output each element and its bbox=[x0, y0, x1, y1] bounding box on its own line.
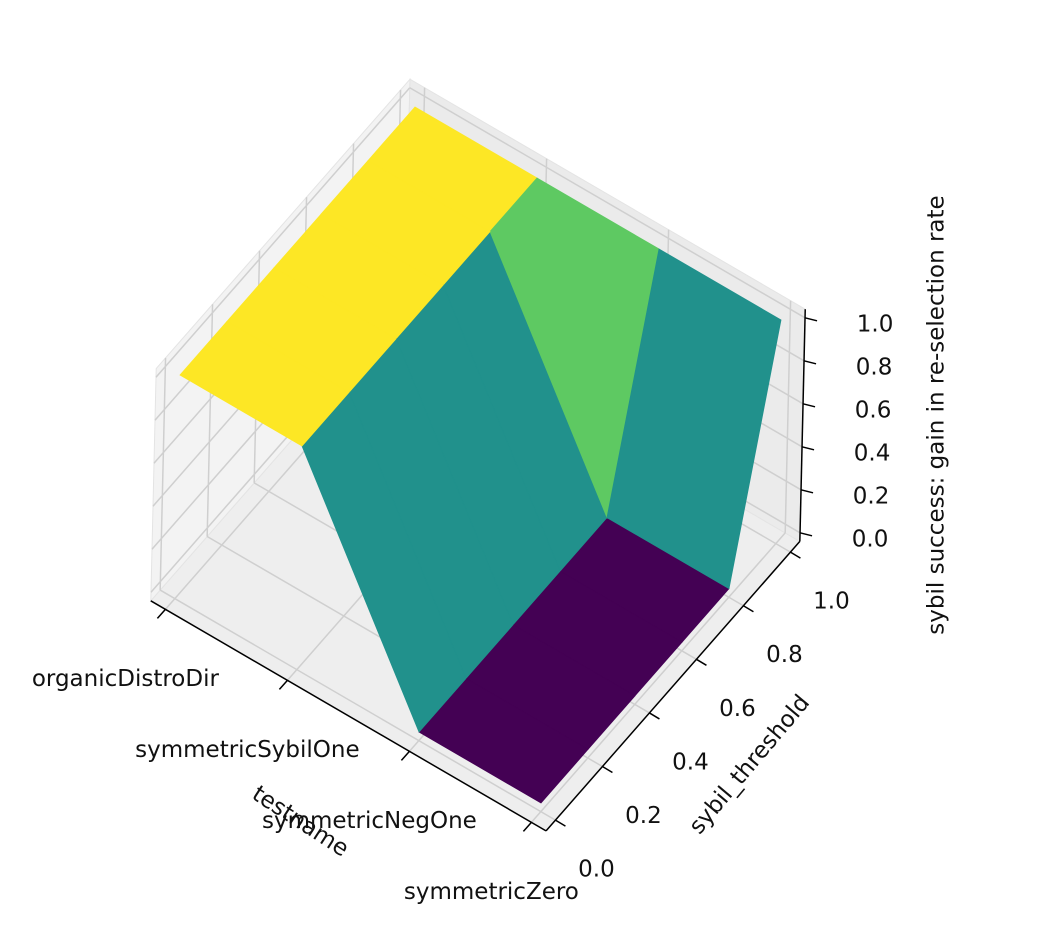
axes: organicDistroDir symmetricSybilOne symmetr… bbox=[32, 309, 893, 905]
y-tick-label: 0.2 bbox=[625, 803, 662, 829]
y-axis-line bbox=[545, 540, 801, 832]
x-tick-label: symmetricSybilOne bbox=[135, 737, 360, 763]
z-tick-label: 0.8 bbox=[856, 354, 893, 380]
grid-line bbox=[530, 532, 786, 823]
grid-line bbox=[159, 357, 167, 591]
z-tick-label: 0.4 bbox=[854, 440, 891, 466]
y-tick-label: 0.0 bbox=[578, 857, 615, 883]
surface-face bbox=[179, 320, 350, 447]
y-tick-label: 0.4 bbox=[672, 749, 709, 775]
y-tick bbox=[555, 819, 566, 827]
z-tick-label: 0.6 bbox=[855, 397, 892, 423]
y-tick-label: 0.8 bbox=[766, 642, 803, 668]
z-axis-label: sybil success: gain in re-selection rate bbox=[924, 195, 950, 634]
z-tick bbox=[804, 317, 818, 322]
z-tick-label: 0.2 bbox=[853, 483, 890, 509]
y-tick bbox=[649, 712, 660, 720]
z-tick bbox=[801, 446, 815, 451]
surface bbox=[179, 106, 782, 804]
x-tick-label: symmetricZero bbox=[404, 879, 579, 905]
grid-line bbox=[159, 589, 556, 821]
x-tick bbox=[156, 608, 166, 619]
z-tick bbox=[803, 360, 817, 365]
y-tick-label: 0.6 bbox=[719, 696, 756, 722]
z-tick bbox=[802, 403, 816, 408]
x-tick bbox=[522, 821, 532, 832]
x-axis-line bbox=[150, 600, 547, 832]
grid-line bbox=[155, 87, 411, 378]
z-tick bbox=[800, 489, 814, 494]
z-tick-label: 0.0 bbox=[852, 526, 889, 552]
x-tick-label: symmetricNegOne bbox=[262, 808, 477, 834]
z-tick-label: 1.0 bbox=[857, 311, 894, 337]
x-tick bbox=[400, 750, 410, 761]
x-tick-label: organicDistroDir bbox=[32, 666, 220, 692]
y-tick bbox=[743, 605, 754, 613]
z-axis-line bbox=[799, 309, 806, 542]
grid-line bbox=[784, 300, 792, 533]
x-tick bbox=[278, 679, 288, 690]
y-tick bbox=[790, 551, 801, 559]
surface-face bbox=[606, 248, 782, 590]
y-tick bbox=[602, 765, 613, 774]
y-tick-label: 1.0 bbox=[813, 589, 850, 615]
z-tick bbox=[799, 532, 813, 537]
y-tick bbox=[696, 658, 707, 666]
grid-line bbox=[409, 87, 806, 319]
